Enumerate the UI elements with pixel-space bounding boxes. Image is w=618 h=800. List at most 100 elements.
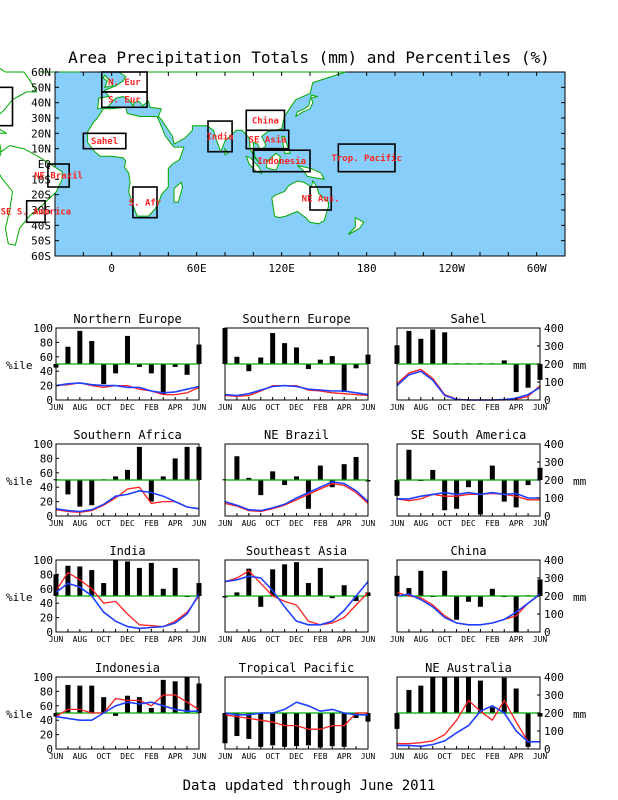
percentile-bar <box>430 677 436 713</box>
percentile-bar <box>172 681 178 713</box>
y-tick-label: 80 <box>40 452 53 465</box>
x-tick-label: OCT <box>96 752 111 761</box>
percentile-bar <box>418 338 424 364</box>
x-tick-label: OCT <box>437 752 452 761</box>
x-tick-label: AUG <box>414 519 429 528</box>
x-tick-label: AUG <box>414 403 429 412</box>
percentile-bar <box>282 564 288 596</box>
percentile-bar <box>65 480 71 495</box>
percentile-bar <box>172 567 178 596</box>
percentile-bar <box>442 570 448 596</box>
y2-tick-label: 200 <box>544 474 564 487</box>
figure-title: Area Precipitation Totals (mm) and Perce… <box>68 48 550 67</box>
y2-axis-label: mm <box>573 359 587 372</box>
x-tick-label: DEC <box>461 403 476 412</box>
panel-title: Southeast Asia <box>246 544 347 558</box>
y-tick-label: 100 <box>33 671 53 684</box>
y2-tick-label: 300 <box>544 689 564 702</box>
normal-precip-line <box>55 582 200 630</box>
percentile-bar <box>89 685 95 713</box>
percentile-bar <box>418 570 424 596</box>
x-tick-label: JUN <box>390 752 405 761</box>
map-lat-label: 60S <box>31 250 51 263</box>
percentile-bar <box>101 583 107 596</box>
y2-axis-label: mm <box>573 475 587 488</box>
normal-precip-line <box>224 701 368 716</box>
x-tick-label: FEB <box>313 752 328 761</box>
landmass-great-britain <box>102 74 114 88</box>
x-tick-label: AUG <box>242 519 257 528</box>
percentile-bar <box>294 713 299 747</box>
map-lat-label: 30S <box>31 204 51 217</box>
x-tick-label: APR <box>168 752 183 761</box>
landmass-japan <box>294 94 320 118</box>
x-tick-label: JUN <box>218 519 233 528</box>
percentile-bar <box>160 476 166 480</box>
landmass-north-america <box>0 67 38 153</box>
percentile-bar <box>525 364 531 388</box>
percentile-bar <box>77 685 83 713</box>
region-box <box>100 91 148 109</box>
x-tick-label: JUN <box>361 403 376 412</box>
percentile-bar <box>442 332 448 364</box>
percentile-bar <box>101 697 107 713</box>
y-tick-label: 60 <box>40 351 53 364</box>
precip-line <box>224 712 368 730</box>
percentile-bar <box>466 596 471 602</box>
percentile-bar <box>430 469 436 480</box>
percentile-bar <box>89 480 95 506</box>
x-tick-label: AUG <box>242 752 257 761</box>
percentile-bar <box>317 465 323 480</box>
y-axis-label: %ile <box>6 708 33 721</box>
x-tick-label: APR <box>509 635 524 644</box>
x-tick-label: AUG <box>73 635 88 644</box>
percentile-bar <box>305 364 311 370</box>
x-tick-label: JUN <box>49 403 64 412</box>
y2-tick-label: 300 <box>544 456 564 469</box>
y2-tick-label: 200 <box>544 707 564 720</box>
x-tick-label: FEB <box>144 519 159 528</box>
region-box <box>309 186 333 211</box>
panel-tropical-pacific: Tropical Pacific JUN AUG OCT DEC FEB APR JUN <box>218 661 376 761</box>
y-tick-label: 20 <box>40 380 53 393</box>
y-tick-label: 80 <box>40 568 53 581</box>
percentile-bar <box>234 713 240 737</box>
y-tick-label: 0 <box>46 743 53 756</box>
percentile-bar <box>477 680 483 713</box>
y-tick-label: 20 <box>40 729 53 742</box>
percentile-bar <box>148 364 154 374</box>
percentile-bar <box>329 713 335 747</box>
map-lat-label: 30N <box>31 112 51 125</box>
x-tick-label: JUN <box>192 403 207 412</box>
landmass-eurasia <box>96 71 346 163</box>
panel-title: Southern Africa <box>73 428 181 442</box>
percentile-bar <box>270 333 276 364</box>
x-tick-label: AUG <box>73 519 88 528</box>
region-label: China <box>252 115 279 126</box>
region-label: NE Brazil <box>34 171 83 182</box>
percentile-bar <box>160 679 166 713</box>
normal-precip-line <box>224 575 369 626</box>
percentile-bar <box>513 364 519 393</box>
x-tick-label: JUN <box>533 635 548 644</box>
y2-tick-label: 400 <box>544 554 564 567</box>
percentile-bar <box>125 695 130 713</box>
percentile-bar <box>234 356 240 364</box>
region-box <box>47 163 70 188</box>
y2-tick-label: 100 <box>544 725 564 738</box>
percentile-bar <box>341 364 347 393</box>
x-tick-label: JUN <box>361 635 376 644</box>
landmass-australia <box>271 179 329 225</box>
percentile-bar <box>113 476 119 480</box>
x-tick-label: APR <box>509 403 524 412</box>
percentile-bar <box>113 364 119 374</box>
x-tick-label: AUG <box>242 403 257 412</box>
percentile-bar <box>65 684 71 713</box>
y2-tick-label: 0 <box>544 626 551 639</box>
region-box <box>25 200 46 224</box>
normal-precip-line <box>396 593 541 626</box>
region-box <box>252 149 311 173</box>
y-tick-label: 100 <box>33 322 53 335</box>
